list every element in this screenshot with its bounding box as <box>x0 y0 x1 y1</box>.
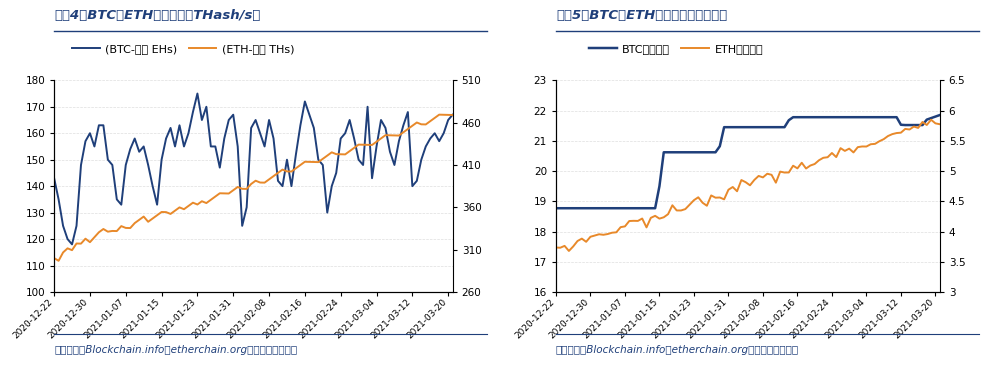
Legend: BTC（左轴）, ETH（右轴）: BTC（左轴）, ETH（右轴） <box>584 39 768 58</box>
BTC（左轴） <box>878 115 890 119</box>
(ETH-右轴 THs) <box>106 229 118 233</box>
(BTC-左轴 EHs) <box>335 136 346 141</box>
Text: 资料来源：Blockchain.info、etherchain.org、国盛证券研究所: 资料来源：Blockchain.info、etherchain.org、国盛证券… <box>54 345 297 355</box>
BTC（左轴） <box>916 123 928 127</box>
(ETH-右轴 THs) <box>393 133 404 138</box>
ETH（右轴） <box>822 155 833 160</box>
(BTC-左轴 EHs) <box>447 112 459 117</box>
(BTC-左轴 EHs) <box>106 163 118 167</box>
BTC（左轴） <box>666 150 678 154</box>
(BTC-左轴 EHs) <box>438 131 450 135</box>
(BTC-左轴 EHs) <box>66 242 78 246</box>
(BTC-左轴 EHs) <box>173 123 185 127</box>
(ETH-右轴 THs) <box>331 152 342 156</box>
(ETH-右轴 THs) <box>48 256 60 260</box>
Line: (ETH-右轴 THs): (ETH-右轴 THs) <box>54 115 453 261</box>
BTC（左轴） <box>934 113 946 117</box>
(BTC-左轴 EHs) <box>48 176 60 180</box>
Line: (BTC-左轴 EHs): (BTC-左轴 EHs) <box>54 93 453 244</box>
BTC（左轴） <box>550 206 562 210</box>
(ETH-右轴 THs) <box>433 112 445 117</box>
(ETH-右轴 THs) <box>447 113 459 117</box>
(BTC-左轴 EHs) <box>398 123 409 127</box>
ETH（右轴） <box>925 118 937 122</box>
(ETH-右轴 THs) <box>384 133 396 138</box>
ETH（右轴） <box>563 249 575 253</box>
BTC（左轴） <box>869 115 881 119</box>
ETH（右轴） <box>934 122 946 126</box>
(ETH-右轴 THs) <box>438 112 450 117</box>
ETH（右轴） <box>882 134 893 138</box>
(ETH-右轴 THs) <box>53 258 65 263</box>
ETH（右轴） <box>606 231 618 235</box>
BTC（左轴） <box>818 115 830 119</box>
BTC（左轴） <box>602 206 614 210</box>
ETH（右轴） <box>671 208 683 213</box>
Text: 图表4：BTC和ETH哈希速率（THash/s）: 图表4：BTC和ETH哈希速率（THash/s） <box>54 9 261 22</box>
ETH（右轴） <box>550 245 562 250</box>
Text: 图表5：BTC和ETH挖矿难度（相对量）: 图表5：BTC和ETH挖矿难度（相对量） <box>556 9 727 22</box>
Line: BTC（左轴）: BTC（左轴） <box>556 115 940 208</box>
(ETH-右轴 THs) <box>173 205 185 210</box>
ETH（右轴） <box>921 123 933 127</box>
(BTC-左轴 EHs) <box>389 163 400 167</box>
Legend: (BTC-左轴 EHs), (ETH-右轴 THs): (BTC-左轴 EHs), (ETH-右轴 THs) <box>68 39 299 58</box>
(BTC-左轴 EHs) <box>192 91 204 96</box>
Text: 资料来源：Blockchain.info、etherchain.org、国盛证券研究所: 资料来源：Blockchain.info、etherchain.org、国盛证券… <box>556 345 799 355</box>
Line: ETH（右轴）: ETH（右轴） <box>556 120 940 251</box>
ETH（右轴） <box>874 139 886 143</box>
